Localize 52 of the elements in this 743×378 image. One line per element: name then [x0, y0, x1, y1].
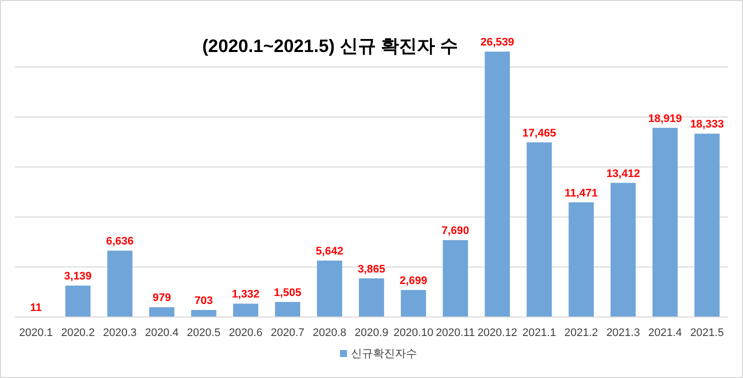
bar [526, 142, 552, 317]
data-label: 1,505 [274, 286, 302, 299]
data-label: 3,865 [358, 263, 386, 276]
data-label: 7,690 [442, 225, 470, 238]
bar [149, 307, 174, 317]
bar [107, 250, 132, 317]
x-tick-label: 2021.4 [648, 327, 682, 339]
bar [233, 304, 258, 317]
bar [694, 134, 720, 317]
bar [610, 182, 636, 317]
x-tick-label: 2021.2 [564, 327, 598, 339]
legend-label: 신규확진자수 [351, 348, 417, 360]
data-label: 6,636 [106, 236, 134, 248]
x-tick-label: 2021.5 [690, 327, 724, 339]
chart-title: (2020.1~2021.5) 신규 확진자 수 [202, 36, 458, 56]
data-label: 18,919 [648, 112, 682, 125]
data-label: 5,642 [316, 246, 344, 258]
data-label: 26,539 [480, 36, 514, 49]
x-tick-label: 2020.6 [228, 327, 263, 339]
bar [275, 302, 300, 317]
x-tick-label: 2020.1 [19, 327, 53, 339]
data-label: 11,471 [564, 187, 598, 200]
x-tick-label: 2020.4 [144, 327, 179, 339]
bar [65, 286, 90, 317]
x-tick-label: 2020.8 [312, 327, 346, 339]
bar [358, 278, 384, 317]
bar [568, 202, 594, 317]
x-tick-label: 2020.11 [436, 327, 475, 339]
x-tick-label: 2021.3 [606, 327, 640, 339]
data-label: 18,333 [690, 118, 724, 131]
x-tick-label: 2020.12 [477, 327, 518, 339]
data-label: 703 [194, 294, 213, 307]
data-label: 17,465 [522, 127, 556, 140]
bar [316, 260, 342, 317]
data-label: 11 [30, 302, 42, 314]
data-label: 1,332 [232, 288, 260, 301]
data-label: 979 [152, 292, 171, 304]
data-label: 3,139 [64, 270, 92, 283]
data-label: 2,699 [400, 275, 428, 288]
bar [442, 240, 468, 317]
x-tick-label: 2020.2 [61, 327, 95, 339]
data-label: 13,412 [606, 168, 640, 180]
x-tick-label: 2020.10 [394, 327, 434, 339]
bar [400, 290, 426, 317]
x-tick-label: 2020.7 [270, 327, 304, 339]
bar [484, 52, 510, 317]
x-tick-label: 2021.1 [522, 327, 556, 339]
x-tick-label: 2020.3 [103, 327, 137, 339]
bar [191, 310, 216, 317]
x-tick-label: 2020.9 [354, 327, 388, 339]
bar [652, 128, 678, 317]
x-tick-label: 2020.5 [186, 327, 221, 339]
